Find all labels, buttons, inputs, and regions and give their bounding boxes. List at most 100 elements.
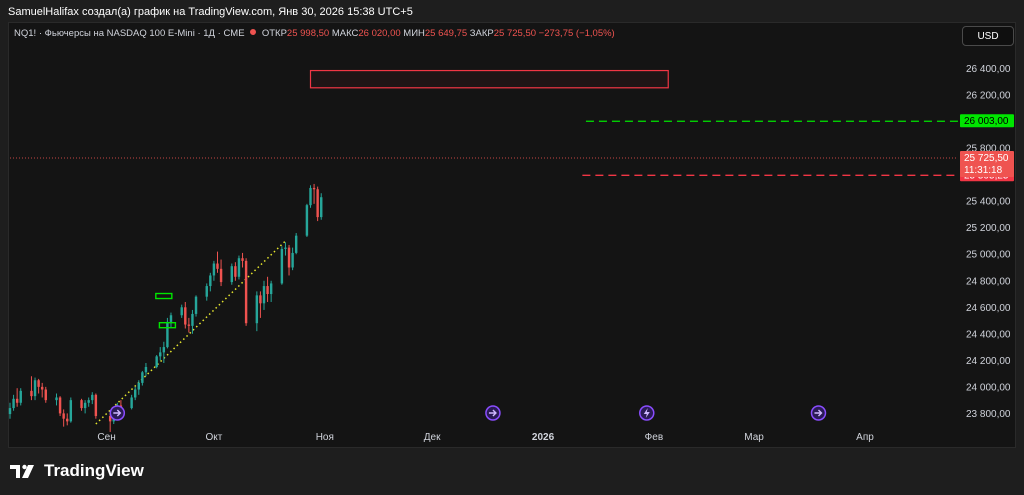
- legend-description: Фьючерсы на NASDAQ 100 E-Mini: [44, 28, 195, 39]
- candle-body: [284, 247, 287, 249]
- y-tick-label: 25 000,00: [966, 250, 1011, 261]
- y-tick-label: 26 200,00: [966, 91, 1011, 102]
- currency-button[interactable]: USD: [962, 26, 1014, 46]
- legend-high-label: МАКС: [331, 28, 359, 39]
- candle-body: [137, 382, 141, 390]
- candle-body: [209, 275, 212, 287]
- candle-body: [8, 408, 12, 415]
- trendline: [95, 240, 286, 425]
- y-tick-label: 24 600,00: [966, 303, 1011, 314]
- candle-body: [316, 189, 319, 218]
- y-tick-label: 24 400,00: [966, 329, 1011, 340]
- candle-body: [280, 248, 284, 284]
- green-level-price-label-text: 26 003,00: [964, 116, 1009, 127]
- arrow-event-icon[interactable]: [109, 405, 126, 421]
- current-price-label-bg: [960, 151, 1014, 178]
- legend-low-label: МИН: [403, 28, 425, 39]
- y-tick-label: 23 800,00: [966, 409, 1011, 420]
- legend-separator: ·: [197, 28, 201, 39]
- legend-close-value: 25 725,50: [493, 28, 537, 39]
- legend-symbol[interactable]: NQ1!: [14, 28, 37, 39]
- event-icon-glyph: [113, 409, 122, 417]
- candle-body: [191, 313, 194, 326]
- candle-body: [212, 263, 216, 276]
- candle-body: [305, 205, 309, 236]
- x-tick-label: Окт: [205, 432, 222, 443]
- candle-body: [234, 266, 237, 277]
- candle-body: [262, 286, 266, 304]
- candle-body: [269, 283, 273, 295]
- candle-body: [241, 258, 244, 261]
- green-level-price-label: 26 003,00: [960, 114, 1014, 128]
- y-tick-label: 24 800,00: [966, 276, 1011, 287]
- bolt-event-icon[interactable]: [639, 405, 655, 421]
- candle-body: [294, 235, 298, 253]
- candle-body: [62, 413, 65, 419]
- legend-open-label: ОТКР: [261, 28, 287, 39]
- candle-body: [130, 397, 133, 409]
- y-tick-label: 24 200,00: [966, 356, 1011, 367]
- candle-body: [237, 258, 241, 277]
- legend-interval[interactable]: 1Д: [203, 28, 215, 39]
- candle-body: [219, 268, 223, 283]
- candle-body: [144, 366, 148, 373]
- candle-body: [184, 307, 187, 325]
- arrow-event-icon[interactable]: [810, 405, 827, 421]
- current-price-label-text: 25 725,50: [964, 153, 1009, 164]
- arrow-event-icon[interactable]: [485, 405, 501, 421]
- legend-open-value: 25 998,50: [286, 28, 330, 39]
- candle-body: [230, 266, 234, 283]
- legend-close-label: ЗАКР: [469, 28, 494, 39]
- legend-separator: ·: [38, 28, 42, 39]
- candle-body: [155, 356, 158, 367]
- x-tick-label: Фев: [645, 432, 663, 443]
- tradingview-logo[interactable]: TradingView: [10, 459, 144, 483]
- chart-caption: SamuelHalifax создал(а) график на Tradin…: [8, 6, 413, 18]
- candle-body: [320, 197, 323, 218]
- candle-body: [194, 296, 198, 314]
- candle-body: [312, 187, 316, 190]
- candle-body: [83, 402, 87, 409]
- market-status-dot: [250, 29, 257, 35]
- brand-name: TradingView: [44, 461, 144, 480]
- candle-body: [80, 400, 83, 409]
- x-tick-label: 2026: [532, 432, 555, 443]
- legend-low-value: 25 649,75: [424, 28, 468, 39]
- candle-body: [309, 187, 312, 206]
- event-icon-glyph: [814, 409, 823, 417]
- x-tick-label: Дек: [424, 432, 441, 443]
- candle-body: [166, 321, 169, 348]
- candle-body: [266, 286, 269, 295]
- candle-body: [87, 400, 90, 403]
- candle-body: [12, 398, 15, 409]
- candle-body: [141, 372, 144, 383]
- marker-box: [155, 292, 173, 300]
- x-axis: Сен Окт Ноя Дек 2026 Фев Мар Апр: [97, 432, 874, 443]
- candle-body: [187, 324, 191, 326]
- green-level-price-label-bg: [960, 114, 1014, 128]
- y-tick-label: 26 400,00: [966, 64, 1011, 75]
- x-tick-label: Мар: [744, 432, 764, 443]
- tradingview-logo-icon: [10, 464, 34, 478]
- candle-body: [162, 347, 166, 353]
- candle-body: [108, 416, 112, 422]
- marker-box: [158, 321, 177, 329]
- candle-body: [40, 386, 44, 390]
- candle-body: [133, 389, 137, 398]
- legend-separator: ·: [217, 28, 221, 39]
- candle-body: [33, 380, 37, 397]
- resistance-zone-box: [309, 69, 669, 89]
- event-icon-glyph: [488, 409, 497, 417]
- candle-body: [19, 390, 22, 403]
- candle-body: [94, 394, 98, 417]
- chart-pane[interactable]: [8, 22, 1016, 448]
- candle-body: [205, 286, 208, 297]
- candle-body: [180, 307, 183, 316]
- candle-body: [216, 263, 219, 269]
- legend-change-value: −273,75 (−1,05%): [538, 28, 615, 39]
- symbol-legend: NQ1! · Фьючерсы на NASDAQ 100 E-Mini · 1…: [14, 28, 615, 39]
- x-tick-label: Апр: [856, 432, 874, 443]
- legend-exchange: CME: [223, 28, 245, 39]
- candle-body: [55, 397, 58, 401]
